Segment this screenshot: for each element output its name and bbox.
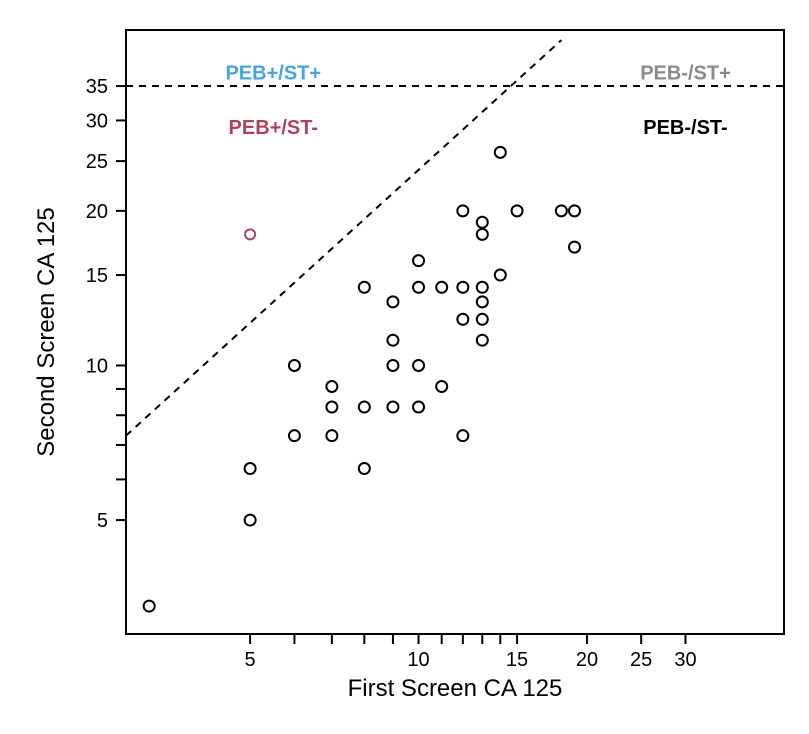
data-point [512,205,523,216]
legend-label: PEB-/ST- [643,117,727,139]
x-tick-label: 25 [630,649,652,671]
data-point [326,402,337,413]
y-tick-label: 15 [86,265,108,287]
x-axis-title: First Screen CA 125 [348,675,563,702]
chart-svg: 5 10 15 20 25 30 5 10 15 20 25 30 35 First Screen CA … [0,0,809,734]
data-point [387,296,398,307]
data-point [457,430,468,441]
x-tick-label: 20 [576,649,598,671]
data-point [436,282,447,293]
data-point [326,430,337,441]
data-point [326,381,337,392]
data-point [413,402,424,413]
data-point [359,463,370,474]
data-point [289,430,300,441]
data-point [457,205,468,216]
x-tick-label: 30 [674,649,696,671]
x-tick-label: 5 [245,649,256,671]
data-point [413,282,424,293]
data-point [245,229,255,239]
data-point [457,314,468,325]
y-tick-label: 35 [86,76,108,98]
data-point [477,296,488,307]
y-tick-label: 10 [86,355,108,377]
data-point [413,360,424,371]
data-point [289,360,300,371]
data-point [457,282,468,293]
x-tick-label: 10 [407,649,429,671]
data-point [477,314,488,325]
data-point [245,515,256,526]
data-point [495,147,506,158]
data-point [477,229,488,240]
data-point [556,205,567,216]
reference-line-diagonal [126,40,561,436]
legend-label: PEB+/ST- [229,117,318,139]
scatter-chart: 5 10 15 20 25 30 5 10 15 20 25 30 35 First Screen CA … [0,0,809,734]
y-axis-title: Second Screen CA 125 [33,207,60,457]
data-point [387,335,398,346]
legend-label: PEB-/ST+ [640,63,731,85]
y-tick-label: 20 [86,201,108,223]
data-point [144,601,155,612]
legend-label: PEB+/ST+ [225,63,321,85]
data-point [477,335,488,346]
data-point [413,255,424,266]
data-point [245,463,256,474]
data-point [477,217,488,228]
data-point [436,381,447,392]
data-point [387,360,398,371]
data-point [569,205,580,216]
data-point [359,402,370,413]
data-point [477,282,488,293]
data-point [569,242,580,253]
data-point [359,282,370,293]
y-tick-label: 5 [97,510,108,532]
y-tick-label: 25 [86,151,108,173]
y-tick-label: 30 [86,110,108,132]
data-point [495,270,506,281]
data-point [387,402,398,413]
x-tick-label: 15 [506,649,528,671]
